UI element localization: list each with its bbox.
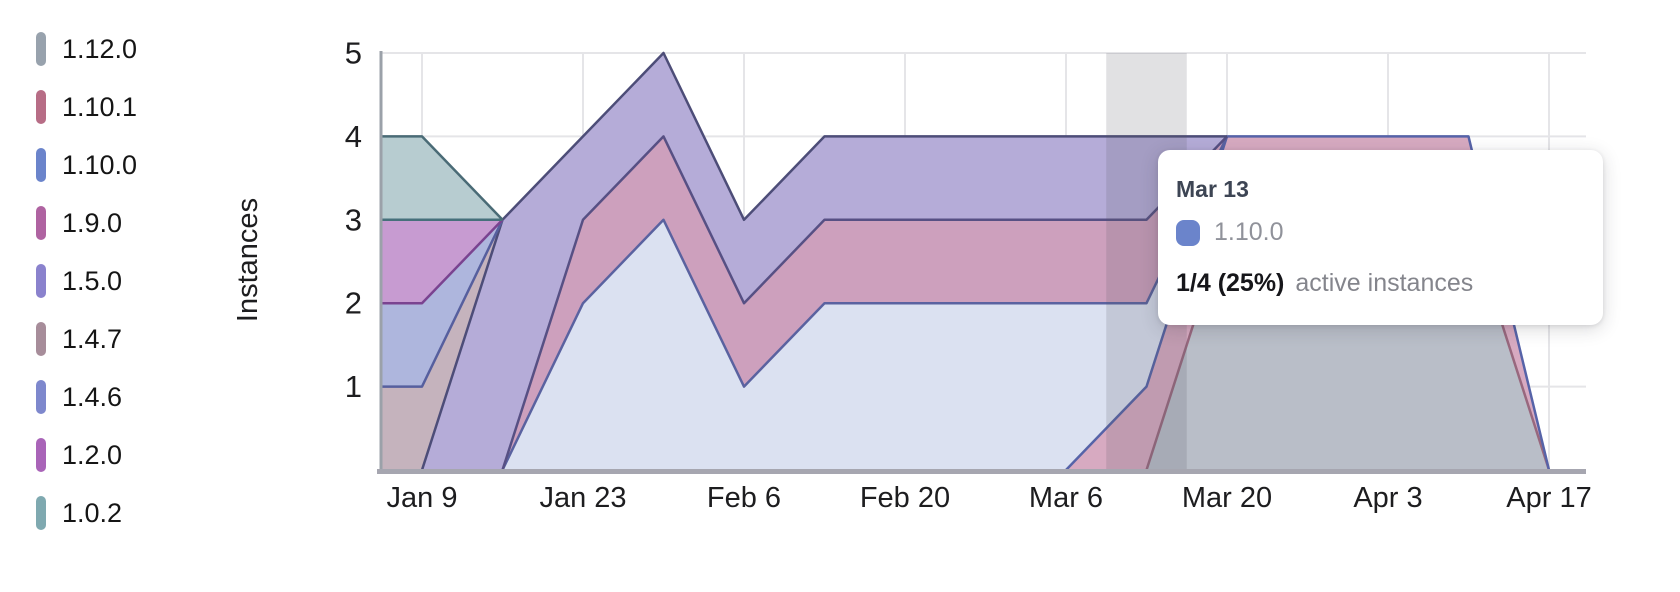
legend-swatch-icon — [36, 90, 46, 124]
series-line-1.9.0 — [501, 135, 1228, 471]
tooltip-series-swatch-icon — [1176, 219, 1200, 246]
y-tick-label-2: 2 — [345, 286, 362, 321]
tooltip-value: 1/4 (25%) — [1176, 269, 1285, 297]
chart-legend: 1.12.0 1.10.1 1.10.0 1.9.0 1.5.0 1.4.7 1… — [36, 32, 137, 554]
legend-item-1.12.0[interactable]: 1.12.0 — [36, 32, 137, 66]
series-line-1.10.1 — [1065, 135, 1551, 471]
legend-swatch-icon — [36, 496, 46, 530]
legend-item-1.4.7[interactable]: 1.4.7 — [36, 322, 137, 356]
x-tick-label-Apr-3: Apr 3 — [1353, 482, 1422, 514]
x-tick-label-Apr-17: Apr 17 — [1506, 482, 1591, 514]
legend-label: 1.0.2 — [62, 497, 123, 528]
series-line-1.4.6 — [380, 218, 504, 305]
y-tick-label-3: 3 — [345, 202, 362, 237]
legend-swatch-icon — [36, 264, 46, 298]
y-tick-label-5: 5 — [345, 36, 362, 71]
legend-label: 1.9.0 — [62, 207, 123, 238]
legend-label: 1.5.0 — [62, 265, 123, 296]
legend-item-1.4.6[interactable]: 1.4.6 — [36, 380, 137, 414]
legend-label: 1.2.0 — [62, 439, 123, 470]
y-tick-label-1: 1 — [345, 369, 362, 404]
tooltip-series-name: 1.10.0 — [1214, 218, 1284, 246]
x-tick-label-Feb-20: Feb 20 — [860, 482, 950, 514]
tooltip-caption: active instances — [1295, 269, 1474, 297]
legend-swatch-icon — [36, 380, 46, 414]
legend-item-1.0.2[interactable]: 1.0.2 — [36, 496, 137, 530]
chart-tooltip: Mar 13 1.10.0 1/4 (25%) active instances — [1158, 150, 1603, 325]
x-tick-label-Jan-9: Jan 9 — [387, 482, 458, 514]
series-line-1.10.0 — [501, 135, 1229, 471]
legend-label: 1.10.0 — [62, 149, 138, 180]
tooltip-value-row: 1/4 (25%) active instances — [1176, 269, 1583, 298]
legend-label: 1.4.6 — [62, 381, 123, 412]
legend-label: 1.4.7 — [62, 323, 123, 354]
legend-swatch-icon — [36, 322, 46, 356]
tooltip-date: Mar 13 — [1176, 176, 1249, 202]
legend-label: 1.10.1 — [62, 91, 138, 122]
y-tick-label-4: 4 — [345, 119, 362, 154]
legend-swatch-icon — [36, 148, 46, 182]
legend-item-1.5.0[interactable]: 1.5.0 — [36, 264, 137, 298]
legend-swatch-icon — [36, 206, 46, 240]
legend-label: 1.12.0 — [62, 33, 138, 64]
x-tick-label-Mar-6: Mar 6 — [1029, 482, 1103, 514]
legend-item-1.10.0[interactable]: 1.10.0 — [36, 148, 137, 182]
tooltip-series-row: 1.10.0 — [1176, 218, 1583, 247]
legend-item-1.9.0[interactable]: 1.9.0 — [36, 206, 137, 240]
legend-swatch-icon — [36, 438, 46, 472]
series-line-1.5.0 — [420, 51, 1227, 471]
legend-swatch-icon — [36, 32, 46, 66]
legend-item-1.2.0[interactable]: 1.2.0 — [36, 438, 137, 472]
series-line-1.4.7 — [380, 219, 504, 388]
series-line-1.0.2 — [380, 135, 504, 221]
x-tick-label-Jan-23: Jan 23 — [539, 482, 626, 514]
x-tick-label-Feb-6: Feb 6 — [707, 482, 781, 514]
y-axis-title: Instances — [232, 198, 264, 322]
x-tick-label-Mar-20: Mar 20 — [1182, 482, 1272, 514]
legend-item-1.10.1[interactable]: 1.10.1 — [36, 90, 137, 124]
